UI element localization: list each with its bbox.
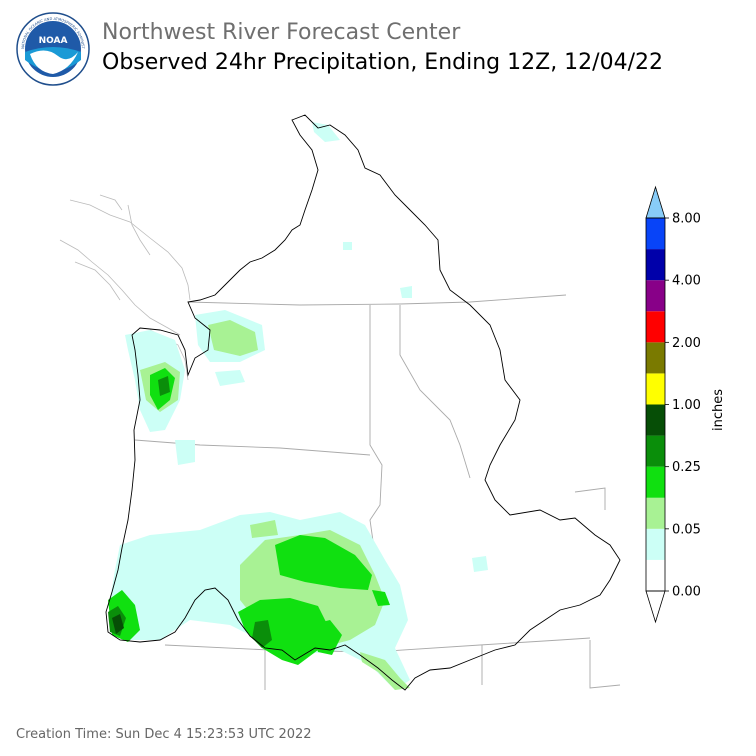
- logo-text: NOAA: [39, 36, 68, 46]
- legend-bin: [646, 373, 665, 405]
- precip-area-lightgreen: [208, 320, 258, 356]
- legend-bin: [646, 280, 665, 312]
- legend-bin: [646, 559, 665, 591]
- legend-bin: [646, 218, 665, 250]
- precip-area-midgreen: [252, 620, 272, 648]
- legend-over-arrow: [645, 185, 666, 219]
- legend-bin: [646, 435, 665, 467]
- precip-area-light: [400, 286, 412, 298]
- precip-area-green: [275, 535, 372, 590]
- legend-bin: [646, 528, 665, 560]
- precip-area-darkgreen: [112, 614, 124, 634]
- legend-bin: [646, 342, 665, 374]
- legend-under-arrow: [645, 590, 666, 624]
- precip-area-lightgreen: [360, 652, 410, 690]
- map-title: Observed 24hr Precipitation, Ending 12Z,…: [102, 50, 663, 75]
- noaa-logo: NOAA NATIONAL OCEANIC AND ATMOSPHERIC AD…: [16, 12, 90, 86]
- legend-tick-label: 0.25: [672, 460, 701, 475]
- legend-bin: [646, 311, 665, 343]
- precip-area-lightgreen: [250, 520, 278, 538]
- legend-ticks: 0.00 0.05 0.25 1.00 2.00 4.00 8.00: [665, 212, 701, 600]
- center-name: Northwest River Forecast Center: [102, 20, 461, 45]
- precip-field: [108, 122, 488, 690]
- precip-legend: 0.00 0.05 0.25 1.00 2.00 4.00 8.00 inches: [645, 185, 726, 624]
- precip-area-light: [175, 440, 195, 465]
- precip-area-green: [310, 620, 342, 655]
- precip-area-light: [312, 122, 340, 142]
- precip-area-green: [372, 590, 390, 606]
- legend-tick-label: 4.00: [672, 274, 701, 289]
- legend-tick-label: 8.00: [672, 212, 701, 227]
- legend-tick-label: 1.00: [672, 398, 701, 413]
- precip-area-light: [215, 370, 245, 386]
- legend-bin: [646, 497, 665, 529]
- precip-area-midgreen: [158, 376, 170, 396]
- legend-tick-label: 0.00: [672, 585, 701, 600]
- precip-area-light: [472, 556, 488, 572]
- legend-tick-label: 0.05: [672, 522, 701, 537]
- precipitation-map: [59, 114, 621, 691]
- legend-unit-label: inches: [711, 389, 726, 431]
- precip-area-light: [343, 242, 352, 250]
- precip-area-green: [238, 598, 330, 665]
- legend-bin: [646, 466, 665, 498]
- creation-time: Creation Time: Sun Dec 4 15:23:53 UTC 20…: [16, 727, 312, 742]
- legend-bin: [646, 404, 665, 436]
- legend-tick-label: 2.00: [672, 336, 701, 351]
- legend-bins: [645, 185, 666, 624]
- basin-outline: [105, 114, 621, 691]
- legend-bin: [646, 249, 665, 281]
